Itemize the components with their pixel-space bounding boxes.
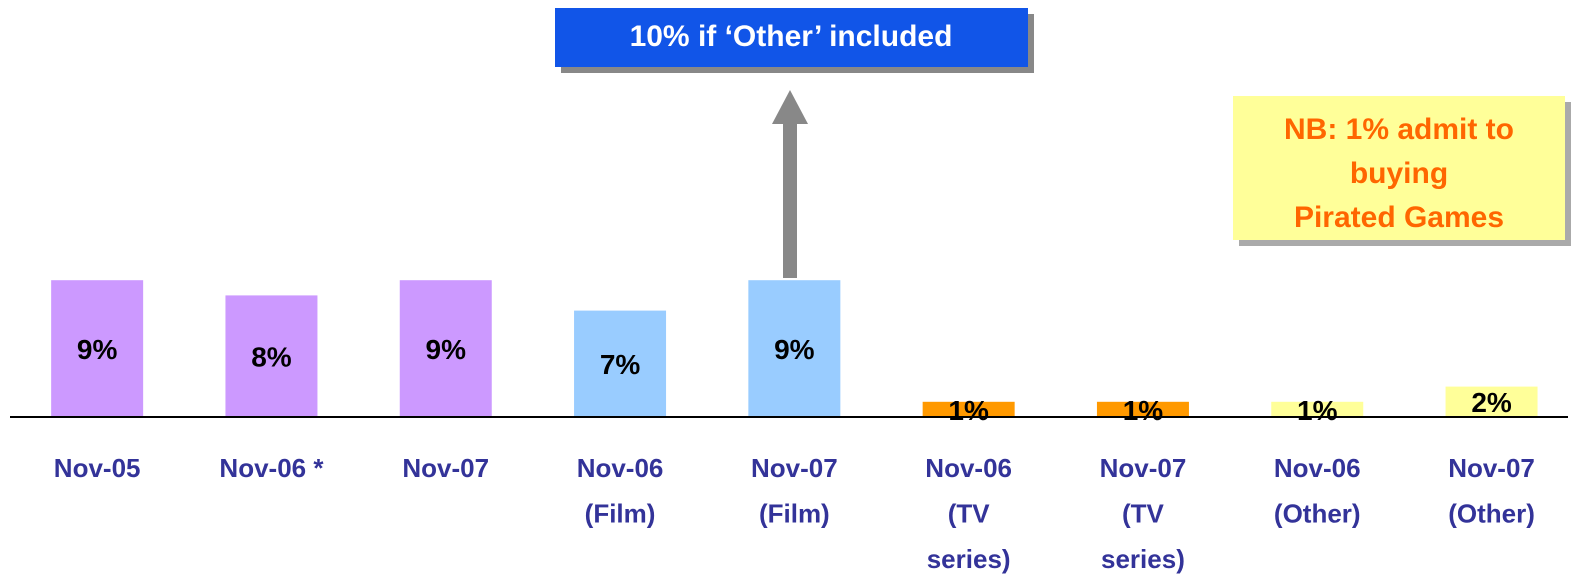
bar [1445, 386, 1538, 417]
annotation-box [555, 8, 1028, 67]
annotation-text: 10% if ‘Other’ included [630, 20, 953, 53]
arrow-head [772, 90, 808, 124]
x-tick-label: Nov-07 [751, 453, 838, 483]
x-tick-label: (TV [948, 498, 991, 528]
x-tick-label: Nov-07 [1100, 453, 1187, 483]
x-tick-label: (TV [1122, 498, 1165, 528]
x-tick-label: (Other) [1448, 498, 1535, 528]
value-label: 1% [1123, 395, 1164, 426]
x-tick-label: Nov-06 * [219, 453, 324, 483]
value-label: 2% [1471, 387, 1512, 418]
x-tick-label: Nov-07 [1448, 453, 1535, 483]
value-label: 1% [1297, 395, 1338, 426]
value-label: 9% [774, 334, 815, 365]
x-tick-label: Nov-05 [54, 453, 141, 483]
bar [574, 310, 667, 417]
bar [1096, 401, 1189, 417]
x-tick-label: (Film) [759, 498, 830, 528]
bar [399, 280, 492, 417]
x-tick-label: (Other) [1274, 498, 1361, 528]
x-tick-label: Nov-07 [402, 453, 489, 483]
x-tick-label: Nov-06 [925, 453, 1012, 483]
x-tick-label: (Film) [585, 498, 656, 528]
x-tick-label: series) [927, 544, 1011, 574]
note-box [1233, 96, 1565, 240]
bar [922, 401, 1015, 417]
note-text: NB: 1% admit to [1284, 113, 1514, 146]
x-tick-label: Nov-06 [577, 453, 664, 483]
value-label: 9% [426, 334, 467, 365]
x-tick-label: Nov-06 [1274, 453, 1361, 483]
bar [51, 280, 144, 417]
x-tick-label: series) [1101, 544, 1185, 574]
bar [225, 295, 318, 417]
bar [748, 280, 841, 417]
value-label: 8% [251, 342, 292, 373]
note-text: Pirated Games [1294, 201, 1504, 234]
value-label: 1% [948, 395, 989, 426]
bar [1271, 401, 1364, 417]
note-text: buying [1350, 157, 1448, 190]
value-label: 7% [600, 349, 641, 380]
value-label: 9% [77, 334, 118, 365]
